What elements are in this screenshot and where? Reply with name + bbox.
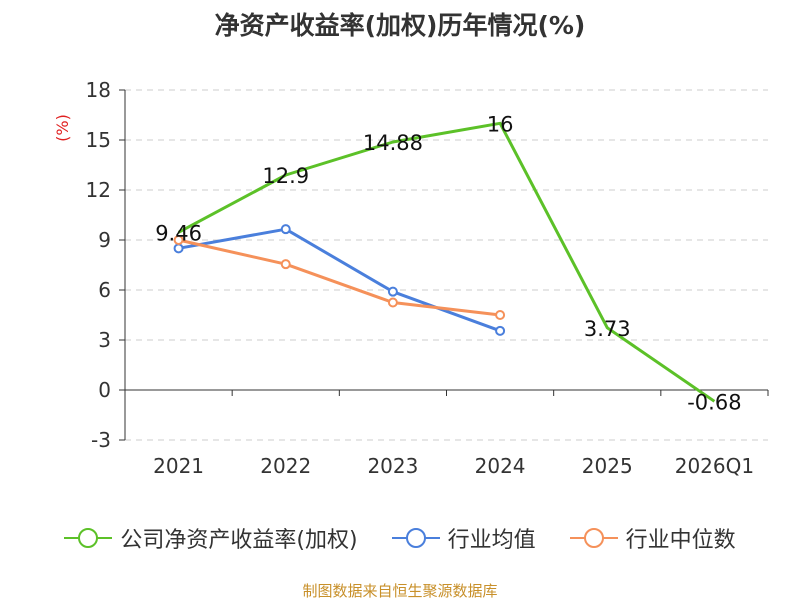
y-tick-label: 3	[98, 328, 111, 352]
data-label: 12.9	[262, 164, 309, 188]
x-tick-label: 2024	[475, 454, 526, 478]
y-tick-label: 0	[98, 378, 111, 402]
data-point	[173, 243, 184, 254]
data-label: 14.88	[363, 131, 423, 155]
data-point	[280, 224, 291, 235]
data-point	[173, 235, 184, 245]
data-point	[387, 286, 398, 297]
x-tick-label: 2021	[153, 454, 204, 478]
y-tick-label: 12	[86, 178, 111, 202]
chart-title: 净资产收益率(加权)历年情况(%)	[214, 11, 586, 40]
y-tick-label: 18	[86, 78, 111, 102]
data-label: 9.46	[155, 221, 202, 245]
data-label: 16	[487, 112, 514, 136]
x-tick-label: 2023	[367, 454, 418, 478]
legend-swatch-blue	[391, 526, 440, 550]
data-label: 3.73	[584, 317, 631, 341]
legend-swatch-orange	[569, 526, 618, 550]
x-tick-label: 2026Q1	[675, 454, 754, 478]
legend-item-industry-median[interactable]: 行业中位数	[569, 522, 736, 554]
y-tick-label: 6	[98, 278, 111, 302]
legend-swatch-green	[64, 526, 113, 550]
legend-label: 行业中位数	[625, 528, 736, 553]
data-point	[280, 259, 291, 270]
y-axis-unit: (%)	[53, 114, 72, 142]
legend-label: 行业均值	[447, 528, 536, 553]
legend-item-company-roe[interactable]: 公司净资产收益率(加权)	[64, 522, 358, 554]
series-line	[178, 238, 501, 317]
data-label: -0.68	[687, 390, 741, 414]
data-point	[387, 297, 398, 308]
y-tick-label: 9	[98, 228, 111, 252]
data-point	[495, 310, 506, 320]
x-tick-label: 2022	[260, 454, 311, 478]
legend-item-industry-mean[interactable]: 行业均值	[391, 522, 536, 554]
y-tick-label: -3	[91, 428, 111, 452]
source-footer: 制图数据来自恒生聚源数据库	[302, 582, 498, 600]
series-line	[177, 121, 716, 403]
series-line	[178, 227, 501, 333]
y-tick-label: 15	[86, 128, 111, 152]
x-tick-label: 2025	[582, 454, 633, 478]
chart-legend: 公司净资产收益率(加权) 行业均值 行业中位数	[0, 518, 800, 558]
legend-label: 公司净资产收益率(加权)	[120, 528, 358, 553]
data-point	[495, 325, 506, 336]
